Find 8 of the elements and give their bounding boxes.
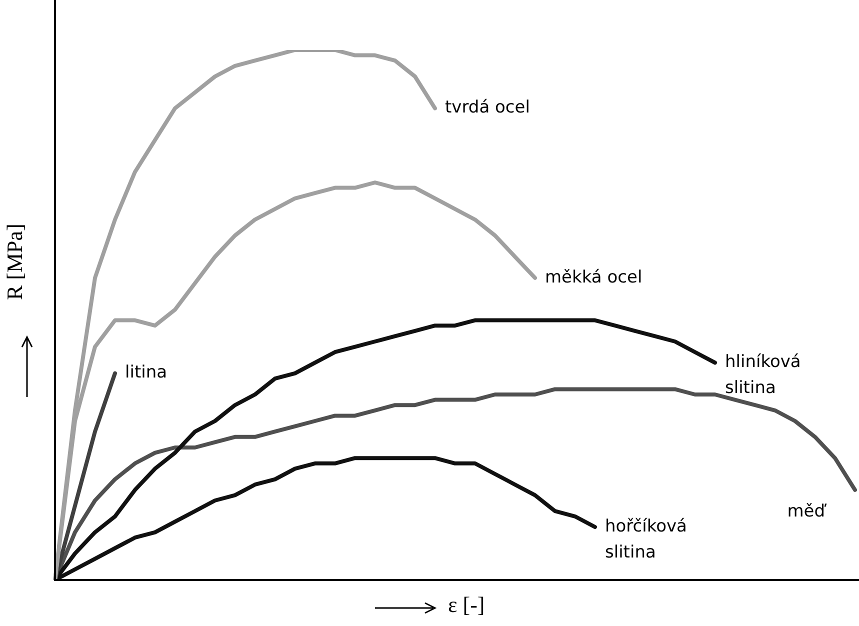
y-axis-title: R [MPa] bbox=[2, 224, 28, 300]
series-label: tvrdá ocel bbox=[445, 98, 530, 118]
series-label: litina bbox=[125, 362, 168, 383]
x-axis-title: ε [-] bbox=[448, 592, 485, 618]
series-label: hliníková slitina bbox=[725, 352, 801, 398]
series-label: hořčíková slitina bbox=[605, 516, 687, 562]
series-label: měkká ocel bbox=[545, 267, 642, 288]
series-label: měď bbox=[787, 501, 828, 522]
